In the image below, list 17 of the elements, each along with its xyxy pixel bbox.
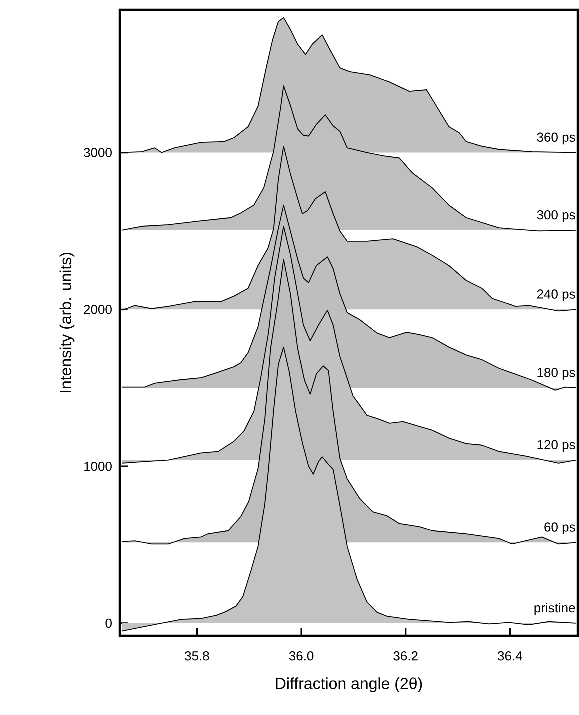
x-tick-label: 36.2 [394,652,418,661]
series-label: 300 ps [537,210,576,222]
series-label: 180 ps [538,368,576,380]
series-label: 60 ps [544,522,576,534]
series-label: 120 ps [538,440,576,452]
x-tick-label: 36.4 [498,652,522,661]
y-tick-label: 3000 [84,148,112,158]
x-tick-label: 36.0 [289,652,314,661]
series-label: pristine [534,603,576,616]
x-tick-label: 35.8 [185,652,210,661]
y-tick-label: 0 [106,618,112,628]
series-label: 240 ps [537,290,576,302]
y-tick-label: 1000 [84,462,112,472]
y-tick-label: 2000 [84,305,112,314]
x-axis-title: Diffraction angle (2θ) [276,678,422,693]
series-label: 360 ps [537,132,576,145]
y-axis-title: Intensity (arb. units) [60,253,75,393]
